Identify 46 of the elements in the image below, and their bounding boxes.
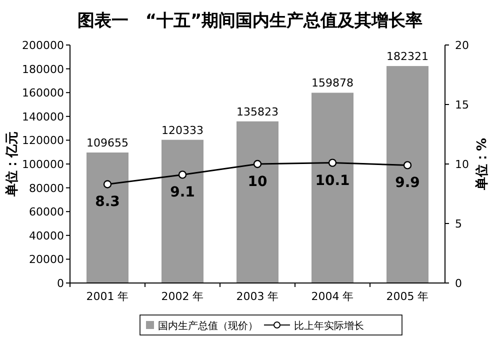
bar [236, 121, 278, 283]
data-label: 8.3 [95, 194, 120, 210]
y-tick-label: 0 [57, 277, 64, 290]
chart-title: 图表一 “十五”期间国内生产总值及其增长率 [77, 11, 423, 31]
x-tick-label: 2003 年 [236, 290, 279, 303]
data-label: 9.1 [170, 184, 195, 201]
y2-tick-label: 20 [455, 39, 469, 52]
point [253, 160, 262, 168]
data-label: 109655 [86, 136, 128, 150]
x-tick-label: 2005 年 [386, 290, 429, 303]
point [403, 161, 412, 170]
x-tick-label: 2002 年 [161, 290, 204, 303]
legend-label: 国内生产总值（现价） [158, 320, 258, 332]
y2-tick-label: 10 [455, 158, 469, 171]
y-tick-label: 120000 [22, 134, 64, 148]
y2-tick-label: 5 [455, 218, 462, 230]
y2-tick-label: 15 [455, 98, 469, 112]
data-label: 10 [248, 174, 268, 190]
bar [386, 66, 428, 283]
y-tick-label: 60000 [29, 206, 64, 219]
bar [162, 140, 204, 283]
data-label: 9.9 [395, 175, 420, 192]
y2-axis-title: 单位：% [474, 138, 490, 192]
bar [86, 152, 128, 283]
y-tick-label: 100000 [22, 158, 64, 171]
data-label: 159878 [312, 76, 354, 90]
y-tick-label: 200000 [22, 39, 64, 52]
y-tick-label: 80000 [29, 182, 64, 195]
y2-tick-label: 0 [455, 277, 462, 290]
x-tick-label: 2001 年 [86, 290, 129, 303]
y-tick-label: 140000 [22, 110, 64, 124]
data-label: 120333 [162, 124, 204, 137]
y-axis-title: 单位：亿元 [4, 132, 20, 198]
y-tick-label: 40000 [29, 229, 64, 242]
y-tick-label: 180000 [22, 62, 64, 76]
point [328, 158, 337, 167]
data-label: 10.1 [315, 172, 350, 189]
y-tick-label: 20000 [29, 253, 64, 266]
legend-label: 比上年实际增长 [294, 320, 364, 332]
data-label: 182321 [386, 50, 428, 64]
y-tick-label: 160000 [22, 86, 64, 100]
point [178, 170, 187, 179]
x-tick-label: 2004 年 [311, 290, 354, 303]
point [103, 180, 112, 188]
bar [312, 92, 354, 283]
data-label: 135823 [236, 105, 278, 118]
